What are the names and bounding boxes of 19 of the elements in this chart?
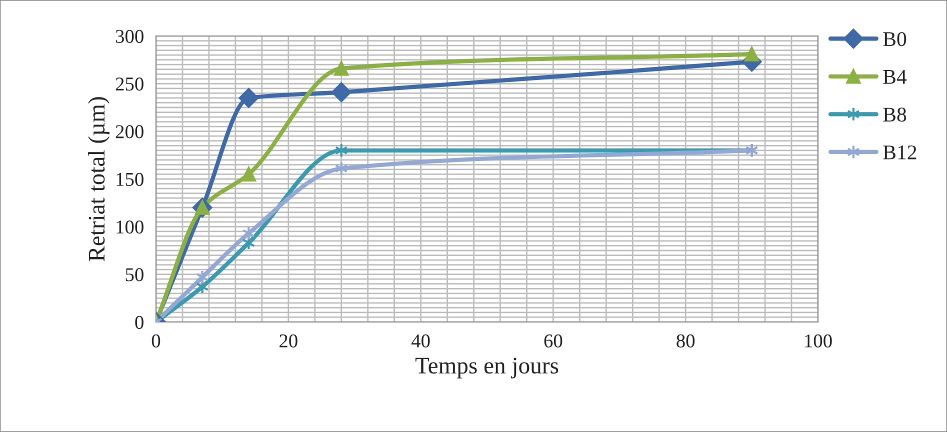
legend-label: B4: [883, 70, 907, 84]
x-tick-label: 80: [676, 334, 695, 348]
y-tick-label: 50: [126, 268, 144, 282]
x-tick-label: 60: [544, 334, 562, 348]
x-tick-label: 40: [411, 334, 430, 348]
y-tick-label: 100: [116, 220, 144, 234]
x-axis-title: Temps en jours: [415, 358, 558, 378]
x-tick-label: 100: [805, 334, 832, 348]
x-tick-label: 0: [152, 334, 160, 348]
legend-label: B0: [883, 32, 906, 46]
y-tick-label: 300: [116, 30, 144, 43]
y-tick-label: 250: [116, 77, 144, 91]
y-tick-label: 200: [116, 125, 144, 138]
y-axis-title: Retriat total (µm): [88, 97, 110, 262]
y-tick-label: 150: [116, 172, 144, 186]
x-tick-label: 20: [280, 334, 298, 348]
legend-label: B12: [883, 145, 916, 160]
y-tick-label: 0: [135, 316, 144, 329]
legend-label: B8: [883, 108, 906, 122]
